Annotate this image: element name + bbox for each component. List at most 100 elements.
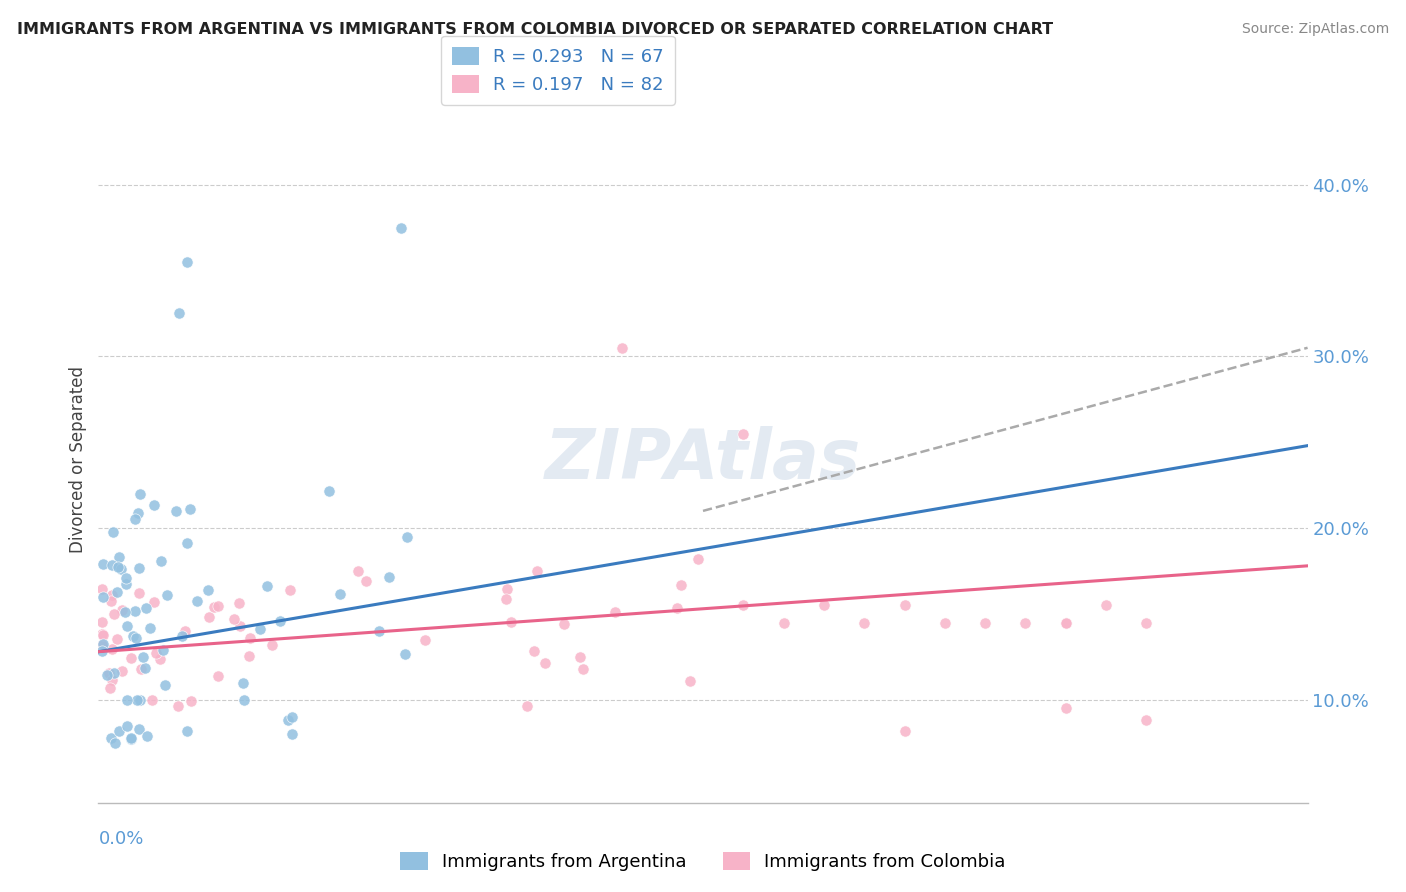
Point <box>115 571 138 585</box>
Point <box>117 619 139 633</box>
Point <box>97 666 120 681</box>
Point <box>101 642 124 657</box>
Point <box>120 732 142 747</box>
Point <box>368 624 391 639</box>
Point <box>238 649 260 664</box>
Point <box>232 692 254 706</box>
Point <box>128 722 150 736</box>
Point <box>141 692 163 706</box>
Point <box>105 632 128 647</box>
Point <box>239 631 262 645</box>
Point <box>100 731 122 745</box>
Point <box>172 629 194 643</box>
Point <box>269 614 291 628</box>
Point <box>91 644 114 658</box>
Point <box>853 615 876 630</box>
Point <box>533 656 555 670</box>
Point <box>150 554 173 568</box>
Point <box>733 426 755 441</box>
Point <box>101 588 124 602</box>
Point <box>91 627 114 641</box>
Point <box>686 551 709 566</box>
Point <box>124 512 146 526</box>
Point <box>1054 615 1077 630</box>
Point <box>149 652 172 666</box>
Point <box>396 530 419 544</box>
Point <box>103 607 125 621</box>
Point <box>165 504 187 518</box>
Point <box>232 676 254 690</box>
Point <box>568 649 591 664</box>
Point <box>413 633 436 648</box>
Point <box>128 585 150 599</box>
Point <box>207 669 229 683</box>
Point <box>378 570 401 584</box>
Point <box>105 585 128 599</box>
Point <box>228 596 250 610</box>
Point <box>202 599 225 614</box>
Point <box>207 599 229 614</box>
Point <box>103 666 125 681</box>
Point <box>120 651 142 665</box>
Point <box>553 616 575 631</box>
Point <box>893 599 915 613</box>
Point <box>318 483 340 498</box>
Point <box>1014 615 1036 630</box>
Point <box>152 642 174 657</box>
Point <box>974 615 997 630</box>
Point <box>103 736 125 750</box>
Point <box>186 594 208 608</box>
Point <box>176 723 198 738</box>
Legend: Immigrants from Argentina, Immigrants from Colombia: Immigrants from Argentina, Immigrants fr… <box>394 845 1012 879</box>
Point <box>101 524 124 539</box>
Legend: R = 0.293   N = 67, R = 0.197   N = 82: R = 0.293 N = 67, R = 0.197 N = 82 <box>441 36 675 105</box>
Text: IMMIGRANTS FROM ARGENTINA VS IMMIGRANTS FROM COLOMBIA DIVORCED OR SEPARATED CORR: IMMIGRANTS FROM ARGENTINA VS IMMIGRANTS … <box>17 22 1053 37</box>
Point <box>389 220 412 235</box>
Point <box>495 591 517 606</box>
Point <box>101 558 124 572</box>
Point <box>91 627 114 641</box>
Point <box>129 662 152 676</box>
Point <box>91 557 114 571</box>
Point <box>180 694 202 708</box>
Point <box>174 624 197 638</box>
Point <box>135 601 157 615</box>
Point <box>91 582 114 596</box>
Point <box>893 723 915 738</box>
Point <box>91 638 114 652</box>
Point <box>114 606 136 620</box>
Point <box>281 727 304 741</box>
Point <box>101 673 124 687</box>
Y-axis label: Divorced or Separated: Divorced or Separated <box>69 366 87 553</box>
Point <box>198 610 221 624</box>
Point <box>135 729 157 743</box>
Point <box>277 713 299 727</box>
Point <box>572 662 595 676</box>
Point <box>813 599 835 613</box>
Point <box>111 664 134 678</box>
Point <box>280 583 302 598</box>
Point <box>155 678 177 692</box>
Point <box>107 560 129 574</box>
Point <box>142 498 165 512</box>
Point <box>122 629 145 643</box>
Point <box>356 574 378 588</box>
Point <box>526 564 548 578</box>
Point <box>516 699 538 714</box>
Text: ZIPAtlas: ZIPAtlas <box>546 425 860 493</box>
Point <box>125 692 148 706</box>
Point <box>166 699 188 714</box>
Point <box>496 582 519 597</box>
Point <box>256 579 278 593</box>
Point <box>127 506 149 520</box>
Point <box>124 604 146 618</box>
Point <box>394 647 416 661</box>
Point <box>329 586 352 600</box>
Point <box>1054 615 1077 630</box>
Point <box>115 692 138 706</box>
Point <box>612 341 634 355</box>
Point <box>110 562 132 576</box>
Point <box>115 577 138 591</box>
Point <box>129 692 152 706</box>
Point <box>501 615 523 629</box>
